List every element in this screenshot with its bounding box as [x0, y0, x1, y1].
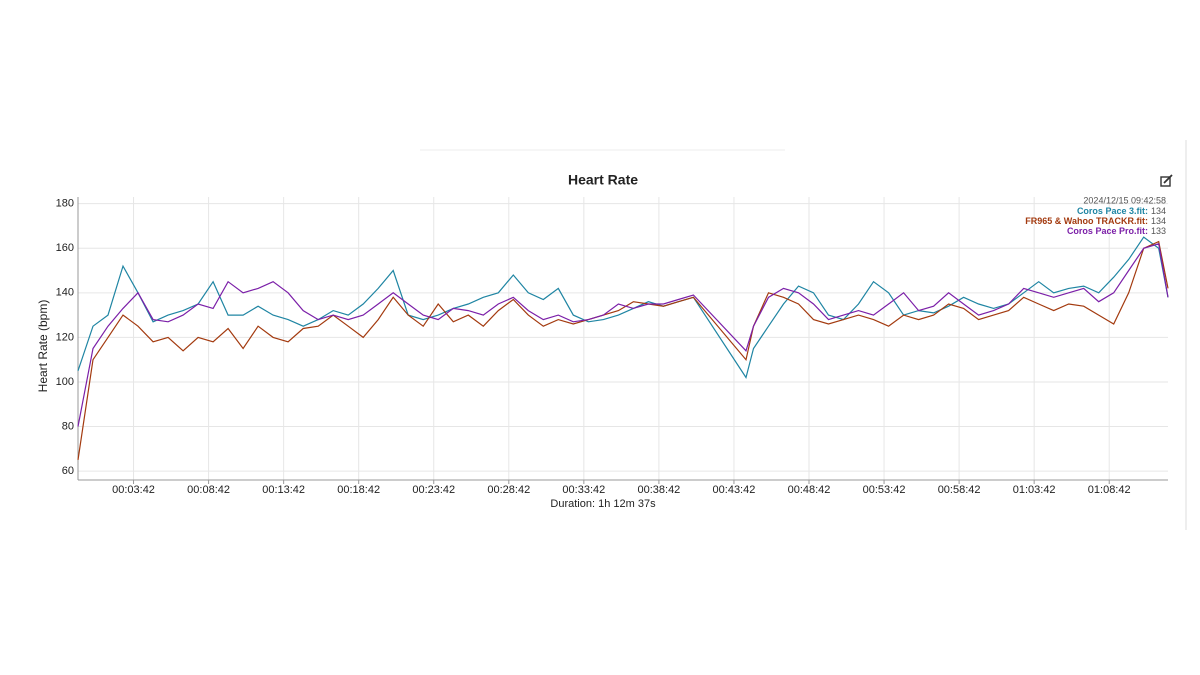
- chart-title: Heart Rate: [568, 172, 638, 188]
- series-line: [77, 240, 1169, 460]
- edit-pen[interactable]: [1163, 174, 1173, 184]
- x-tick-label: 00:08:42: [187, 484, 230, 496]
- tooltip-value: 134: [1151, 206, 1166, 216]
- y-tick-label: 120: [56, 331, 74, 343]
- tooltip-value: 133: [1151, 226, 1166, 236]
- edit-icon[interactable]: [1160, 174, 1173, 187]
- tooltip-entry: FR965 & Wahoo TRACKR.fit: 134: [1025, 216, 1166, 226]
- y-tick-label: 140: [56, 287, 74, 299]
- x-tick-label: 01:08:42: [1088, 484, 1131, 496]
- tooltip-entry: Coros Pace Pro.fit: 133: [1067, 226, 1166, 236]
- x-tick-label: 00:38:42: [637, 484, 680, 496]
- x-axis-title: Duration: 1h 12m 37s: [550, 498, 656, 510]
- edit-box[interactable]: [1160, 176, 1171, 187]
- x-tick-label: 00:48:42: [788, 484, 831, 496]
- tooltip-name: Coros Pace 3.fit:: [1077, 206, 1148, 216]
- y-axis-title: Heart Rate (bpm): [36, 300, 50, 393]
- x-tick-label: 00:23:42: [412, 484, 455, 496]
- y-tick-label: 180: [56, 198, 74, 210]
- y-tick-label: 100: [56, 376, 74, 388]
- tooltip-name: Coros Pace Pro.fit:: [1067, 226, 1148, 236]
- x-tick-label: 00:43:42: [713, 484, 756, 496]
- x-tick-label: 00:18:42: [337, 484, 380, 496]
- x-tick-label: 00:58:42: [938, 484, 981, 496]
- x-tick-label: 00:03:42: [112, 484, 155, 496]
- x-tick-label: 00:53:42: [863, 484, 906, 496]
- tooltip-entry: Coros Pace 3.fit: 134: [1077, 206, 1166, 216]
- tooltip-time: 2024/12/15 09:42:58: [1083, 195, 1166, 205]
- tooltip-name: FR965 & Wahoo TRACKR.fit:: [1025, 216, 1148, 226]
- series-line: [77, 236, 1169, 379]
- tooltip-value: 134: [1151, 216, 1166, 226]
- y-tick-label: 60: [62, 465, 74, 477]
- y-tick-label: 160: [56, 242, 74, 254]
- y-tick-label: 80: [62, 420, 74, 432]
- x-tick-label: 00:28:42: [487, 484, 530, 496]
- x-tick-label: 00:13:42: [262, 484, 305, 496]
- x-tick-label: 01:03:42: [1013, 484, 1056, 496]
- x-tick-label: 00:33:42: [562, 484, 605, 496]
- series-line: [77, 243, 1169, 427]
